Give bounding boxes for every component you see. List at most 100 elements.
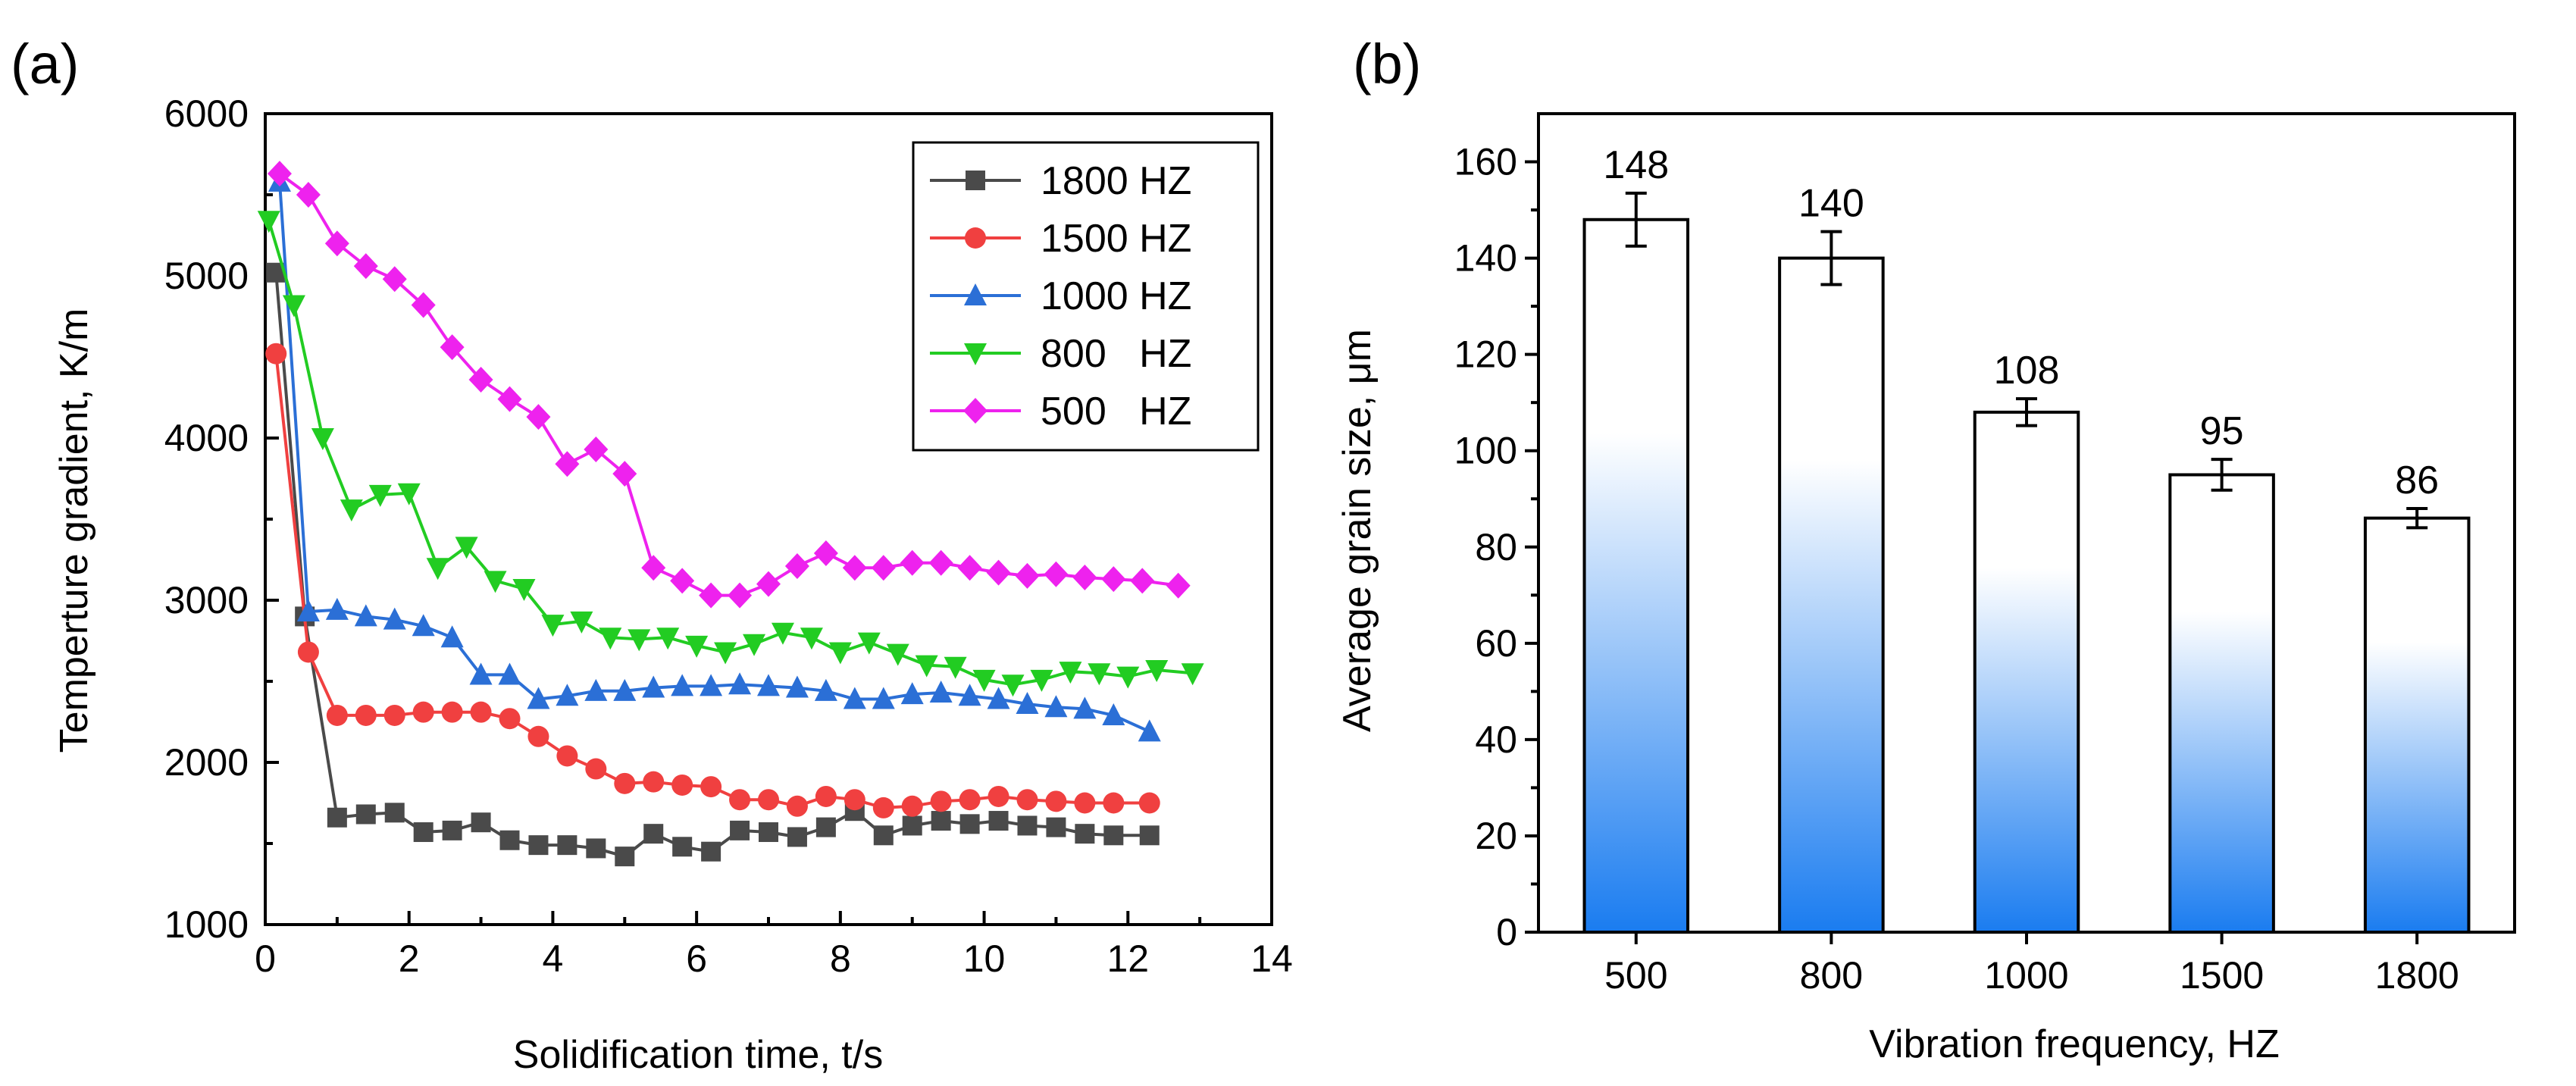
- x-tick-label-b: 800: [1800, 954, 1863, 997]
- data-point: [412, 701, 434, 723]
- data-point: [471, 812, 491, 833]
- data-point: [759, 822, 778, 843]
- data-point: [468, 366, 493, 393]
- legend-label: 1000 HZ: [1041, 274, 1191, 318]
- data-point: [282, 295, 305, 318]
- data-point: [757, 674, 780, 696]
- data-point: [311, 428, 334, 450]
- data-point: [555, 451, 580, 477]
- data-point: [324, 230, 349, 257]
- data-point: [470, 701, 492, 723]
- y-tick-label-b: 120: [1454, 333, 1517, 376]
- x-tick-label-a: 14: [1250, 937, 1293, 980]
- data-point: [714, 642, 737, 665]
- data-point: [614, 772, 636, 794]
- data-point: [267, 161, 292, 187]
- series-group-a: [257, 161, 1204, 867]
- x-tick-label-b: 1000: [1984, 954, 2068, 997]
- y-axis-title-a: Temperture gradient, K/m: [52, 308, 96, 753]
- y-tick-label-b: 100: [1454, 430, 1517, 472]
- data-point: [787, 827, 807, 847]
- data-point: [700, 776, 722, 798]
- legend-label: 800 HZ: [1041, 332, 1191, 376]
- data-point: [643, 771, 665, 793]
- data-point: [413, 822, 434, 843]
- data-point: [1046, 817, 1066, 837]
- data-point: [815, 817, 836, 837]
- data-point: [1101, 566, 1126, 593]
- data-point: [959, 814, 980, 834]
- x-tick-label-a: 12: [1106, 937, 1149, 980]
- data-point: [959, 789, 981, 811]
- series-1500-hz: [265, 343, 1160, 818]
- data-point: [1072, 565, 1097, 591]
- data-point: [484, 571, 507, 593]
- y-tick-label-a: 3000: [164, 579, 249, 621]
- series-1000-hz: [268, 169, 1161, 742]
- data-point: [541, 615, 565, 637]
- data-point: [340, 499, 363, 522]
- data-point: [965, 227, 986, 249]
- data-point: [497, 386, 522, 412]
- data-point: [685, 635, 709, 658]
- data-point: [886, 643, 909, 666]
- data-point: [756, 571, 781, 597]
- data-point: [1088, 663, 1111, 686]
- data-point: [784, 553, 809, 580]
- data-point: [1130, 568, 1155, 594]
- data-point: [355, 704, 377, 726]
- x-axis-title-b: Vibration frequency, HZ: [1869, 1022, 2279, 1066]
- data-point: [1166, 572, 1191, 599]
- data-point: [498, 662, 521, 685]
- data-point: [844, 789, 865, 811]
- data-point: [785, 675, 809, 698]
- data-point: [411, 292, 436, 318]
- data-point: [1059, 662, 1082, 684]
- panel-b-label: (b): [1353, 33, 1421, 95]
- line-chart: 0 2 4 6 8 10 12 14 1000 2000 3000 4000 5000 6000 1800…: [52, 92, 1293, 1077]
- data-point: [440, 625, 464, 648]
- x-tick-label-b: 500: [1604, 954, 1667, 997]
- data-point: [842, 555, 867, 581]
- data-point: [813, 540, 838, 566]
- data-point: [527, 725, 549, 747]
- data-point: [615, 847, 635, 867]
- axes-a: 0 2 4 6 8 10 12 14 1000 2000 3000 4000 5000 6000: [164, 92, 1293, 980]
- y-tick-label-a: 5000: [164, 255, 249, 297]
- data-point: [900, 682, 924, 705]
- data-point: [442, 820, 462, 840]
- y-tick-label-a: 2000: [164, 741, 249, 784]
- x-tick-label-a: 8: [830, 937, 851, 980]
- x-tick-label-b: 1500: [2180, 954, 2264, 997]
- data-point: [800, 628, 823, 650]
- legend-label: 500 HZ: [1041, 390, 1191, 433]
- data-label: 148: [1603, 143, 1669, 187]
- data-point: [771, 622, 794, 645]
- data-point: [628, 629, 651, 652]
- data-point: [1030, 669, 1053, 692]
- data-point: [526, 404, 551, 430]
- y-tick-label-b: 60: [1475, 622, 1517, 665]
- bar: [2363, 516, 2471, 934]
- data-point: [987, 687, 1010, 709]
- data-point: [327, 807, 347, 828]
- data-point: [354, 604, 377, 627]
- data-point: [455, 537, 478, 559]
- data-point: [988, 785, 1009, 807]
- data-point: [729, 789, 751, 811]
- data-point: [326, 704, 348, 726]
- data-point: [1138, 719, 1161, 742]
- data-point: [384, 803, 405, 823]
- data-point: [873, 825, 894, 846]
- data-point: [966, 171, 985, 190]
- data-point: [556, 745, 578, 767]
- data-point: [815, 785, 837, 807]
- data-point: [1044, 695, 1068, 718]
- data-point: [656, 628, 680, 650]
- bar: [1778, 256, 1885, 934]
- data-point: [986, 559, 1011, 586]
- data-point: [1001, 674, 1025, 697]
- data-point: [556, 684, 579, 706]
- data-point: [1074, 792, 1096, 814]
- data-point: [902, 815, 922, 836]
